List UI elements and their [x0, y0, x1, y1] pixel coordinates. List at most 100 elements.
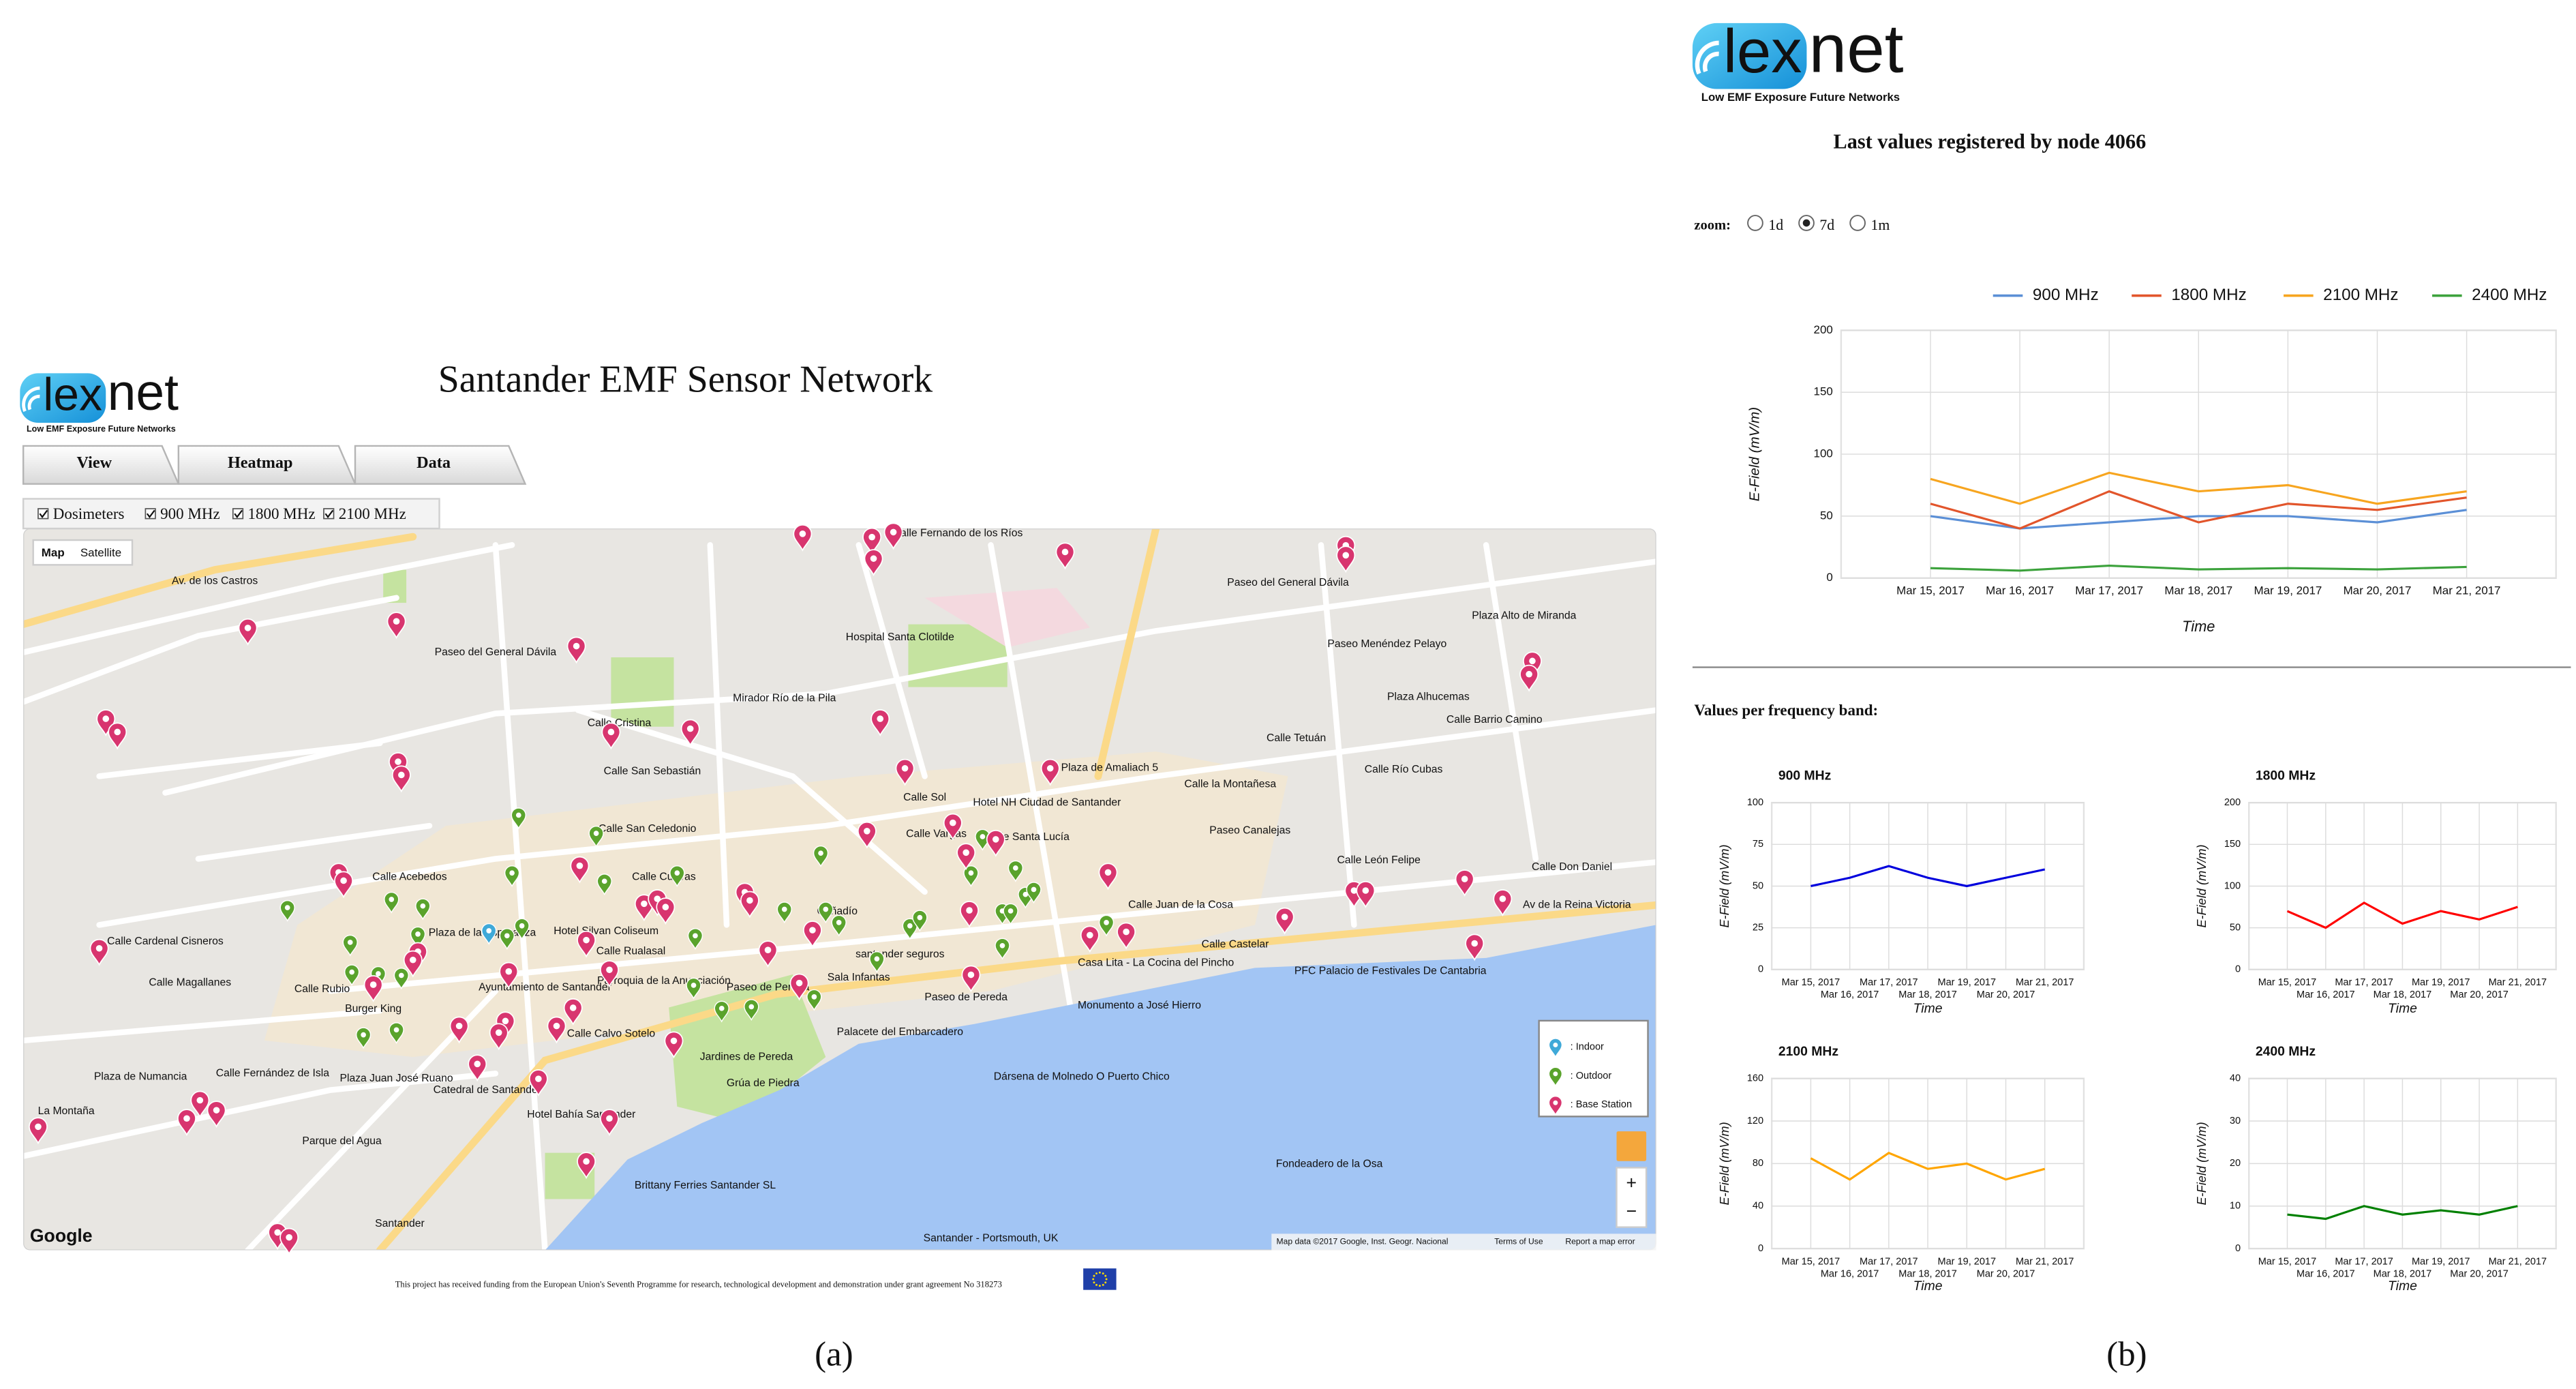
map-marker[interactable]: [862, 527, 882, 555]
map-link[interactable]: Terms of Use: [1494, 1237, 1543, 1246]
map-marker[interactable]: [664, 1031, 684, 1059]
zoom-button[interactable]: +: [1626, 1173, 1637, 1193]
map-marker[interactable]: [669, 865, 685, 887]
map-marker[interactable]: [499, 961, 519, 989]
map-marker[interactable]: [995, 938, 1010, 960]
map-marker[interactable]: [1275, 907, 1294, 935]
map-marker[interactable]: [514, 918, 530, 940]
zoom-button[interactable]: −: [1626, 1201, 1637, 1221]
map-marker[interactable]: [342, 934, 358, 957]
map-marker[interactable]: [238, 618, 258, 646]
tab[interactable]: [177, 445, 357, 485]
map-marker[interactable]: [714, 1000, 729, 1023]
map-marker[interactable]: [960, 901, 979, 928]
map-marker[interactable]: [391, 765, 411, 793]
map-marker[interactable]: [108, 722, 127, 750]
tab[interactable]: [22, 445, 180, 485]
map-marker[interactable]: [449, 1016, 469, 1044]
map-marker[interactable]: [831, 914, 847, 937]
map-marker[interactable]: [355, 1027, 372, 1049]
map-marker[interactable]: [577, 930, 596, 958]
map-marker[interactable]: [1026, 882, 1042, 904]
map-marker[interactable]: [961, 965, 981, 993]
map-link[interactable]: Report a map error: [1565, 1237, 1635, 1246]
map-marker[interactable]: [570, 856, 590, 884]
map-marker[interactable]: [363, 975, 383, 1002]
checkbox[interactable]: [232, 508, 244, 520]
map-marker[interactable]: [190, 1090, 210, 1118]
map-marker[interactable]: [511, 807, 526, 830]
map-marker[interactable]: [207, 1101, 226, 1129]
map-marker[interactable]: [776, 901, 792, 924]
map-marker[interactable]: [601, 722, 621, 750]
map-marker[interactable]: [744, 999, 759, 1021]
checkbox[interactable]: [323, 508, 335, 520]
map-marker[interactable]: [393, 968, 409, 990]
map-marker[interactable]: [566, 636, 586, 664]
map-marker[interactable]: [468, 1054, 487, 1082]
map-marker[interactable]: [802, 921, 822, 949]
map-marker[interactable]: [415, 898, 431, 921]
map-marker[interactable]: [1040, 758, 1060, 786]
map-marker[interactable]: [1098, 863, 1118, 891]
map-marker[interactable]: [577, 1152, 596, 1180]
map-marker[interactable]: [389, 1022, 404, 1045]
map-marker[interactable]: [869, 951, 885, 973]
map-marker[interactable]: [963, 865, 979, 887]
map-marker[interactable]: [528, 1069, 548, 1097]
map-marker[interactable]: [740, 891, 759, 918]
map-marker[interactable]: [481, 923, 497, 945]
map-marker[interactable]: [818, 901, 834, 924]
checkbox[interactable]: [145, 508, 156, 520]
map-marker[interactable]: [870, 709, 890, 737]
map-marker[interactable]: [895, 758, 915, 786]
map-marker[interactable]: [758, 940, 778, 968]
map-marker[interactable]: [956, 843, 976, 871]
radio[interactable]: [1747, 215, 1763, 231]
map-marker[interactable]: [806, 989, 822, 1011]
map-marker[interactable]: [1356, 881, 1376, 908]
map-marker[interactable]: [596, 873, 612, 896]
checkbox[interactable]: [37, 508, 49, 520]
map-marker[interactable]: [687, 928, 703, 951]
map-marker[interactable]: [680, 719, 700, 747]
pegman[interactable]: [1616, 1131, 1647, 1161]
map-marker[interactable]: [344, 964, 360, 987]
map-marker[interactable]: [686, 977, 701, 1000]
map-marker[interactable]: [793, 524, 813, 552]
map-marker[interactable]: [387, 612, 406, 640]
map-marker[interactable]: [279, 900, 295, 922]
map-marker[interactable]: [864, 549, 883, 577]
radio[interactable]: [1849, 215, 1866, 231]
map-marker[interactable]: [1055, 542, 1075, 570]
map-marker[interactable]: [1080, 925, 1100, 953]
map-marker[interactable]: [1117, 922, 1136, 950]
map-marker[interactable]: [1548, 1096, 1562, 1116]
map-marker[interactable]: [1336, 546, 1356, 573]
map-marker[interactable]: [279, 1227, 299, 1255]
map-marker[interactable]: [656, 897, 676, 925]
map-marker[interactable]: [943, 813, 963, 841]
map-marker[interactable]: [912, 910, 928, 932]
map-marker[interactable]: [1003, 903, 1018, 925]
map-marker[interactable]: [89, 938, 109, 966]
map-marker[interactable]: [29, 1117, 48, 1145]
map-marker[interactable]: [600, 1109, 619, 1137]
map-marker[interactable]: [504, 865, 520, 887]
map-marker[interactable]: [600, 960, 619, 988]
map-marker[interactable]: [1098, 914, 1115, 937]
map-marker[interactable]: [489, 1023, 509, 1051]
map-marker[interactable]: [499, 928, 515, 951]
map-marker[interactable]: [986, 829, 1005, 857]
tab[interactable]: [354, 445, 527, 485]
map-marker[interactable]: [334, 871, 354, 899]
map-marker[interactable]: [177, 1109, 196, 1137]
map-marker[interactable]: [384, 891, 399, 914]
map-marker[interactable]: [588, 826, 604, 848]
map-marker[interactable]: [789, 973, 809, 1001]
map-marker[interactable]: [1548, 1038, 1562, 1058]
map-marker[interactable]: [563, 998, 583, 1026]
map-type[interactable]: Map: [42, 546, 65, 559]
map-marker[interactable]: [403, 950, 423, 978]
map-marker[interactable]: [813, 846, 829, 867]
